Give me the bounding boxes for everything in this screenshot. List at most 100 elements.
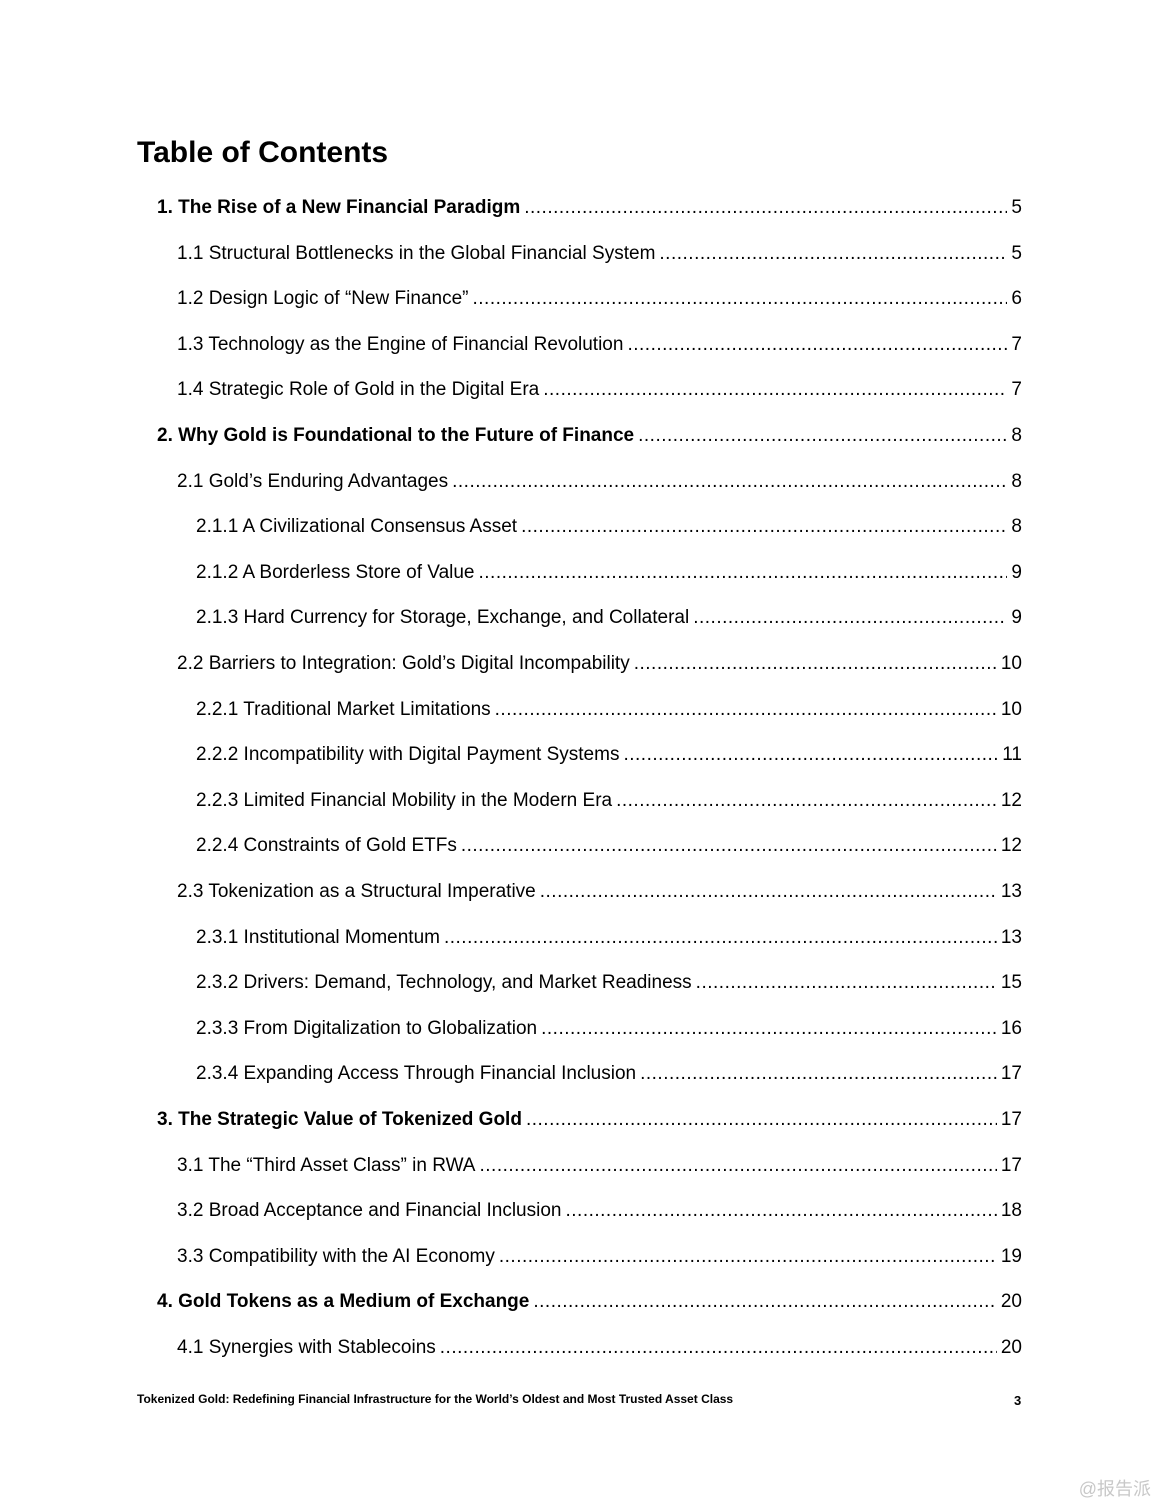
dot-leader — [640, 1063, 997, 1085]
toc-entry-title: 2.2.4 Constraints of Gold ETFs — [196, 835, 457, 857]
toc-entry-page: 18 — [1000, 1200, 1022, 1222]
toc-entry-title: 2.1.1 A Civilizational Consensus Asset — [196, 516, 518, 538]
dot-leader — [638, 425, 1007, 447]
toc-entry[interactable]: 2.2.3 Limited Financial Mobility in the … — [196, 790, 1022, 816]
toc-entry-page: 7 — [1011, 379, 1022, 401]
dot-leader — [461, 835, 997, 857]
toc-entry[interactable]: 2.1.1 A Civilizational Consensus Asset 8 — [196, 516, 1022, 542]
toc-entry-title: 2.2 Barriers to Integration: Gold’s Digi… — [177, 653, 630, 674]
toc-entry-title: 2.1.3 Hard Currency for Storage, Exchang… — [196, 607, 690, 629]
toc-entry-title: 3. The Strategic Value of Tokenized Gold — [157, 1109, 522, 1130]
toc-entry-title: 2.3.1 Institutional Momentum — [196, 926, 440, 948]
toc-entry[interactable]: 2.3 Tokenization as a Structural Imperat… — [177, 881, 1022, 907]
toc-entry[interactable]: 4.1 Synergies with Stablecoins 20 — [177, 1337, 1022, 1363]
toc-entry[interactable]: 2.1.3 Hard Currency for Storage, Exchang… — [196, 607, 1022, 633]
dot-leader — [693, 607, 1007, 629]
toc-entry[interactable]: 3. The Strategic Value of Tokenized Gold… — [157, 1109, 1022, 1135]
toc-entry[interactable]: 2.3.1 Institutional Momentum 13 — [196, 927, 1022, 953]
toc-entry[interactable]: 2.1 Gold’s Enduring Advantages 8 — [177, 471, 1022, 497]
toc-entry[interactable]: 4. Gold Tokens as a Medium of Exchange 20 — [157, 1291, 1022, 1317]
toc-entry-title: 1.1 Structural Bottlenecks in the Global… — [177, 242, 656, 264]
dot-leader — [540, 881, 997, 903]
page-number: 3 — [1014, 1393, 1022, 1408]
toc-entry[interactable]: 1.4 Strategic Role of Gold in the Digita… — [177, 379, 1022, 405]
toc-entry[interactable]: 1.2 Design Logic of “New Finance” 6 — [177, 288, 1022, 314]
toc-entry[interactable]: 3.1 The “Third Asset Class” in RWA 17 — [177, 1155, 1022, 1181]
toc-entry[interactable]: 2.2.2 Incompatibility with Digital Payme… — [196, 744, 1022, 770]
toc-entry-title: 2. Why Gold is Foundational to the Futur… — [157, 425, 635, 446]
dot-leader — [499, 1246, 997, 1268]
dot-leader — [472, 288, 1007, 310]
toc-entry-page: 17 — [1000, 1063, 1022, 1085]
dot-leader — [479, 562, 1008, 584]
toc-entry-page: 7 — [1011, 333, 1022, 355]
toc-entry[interactable]: 2.3.2 Drivers: Demand, Technology, and M… — [196, 972, 1022, 998]
toc-entry-title: 2.3.2 Drivers: Demand, Technology, and M… — [196, 972, 692, 994]
toc-entry-page: 11 — [1002, 744, 1022, 766]
toc-entry-title: 2.1.2 A Borderless Store of Value — [196, 561, 475, 583]
dot-leader — [521, 516, 1007, 538]
toc-entry[interactable]: 1.1 Structural Bottlenecks in the Global… — [177, 243, 1022, 269]
toc-entry-title: 4.1 Synergies with Stablecoins — [177, 1337, 436, 1358]
toc-entry-page: 20 — [1000, 1291, 1022, 1313]
dot-leader — [526, 1109, 997, 1131]
toc-entry-title: 3.3 Compatibility with the AI Economy — [177, 1245, 495, 1267]
toc-entry[interactable]: 3.3 Compatibility with the AI Economy 19 — [177, 1246, 1022, 1272]
toc-entry[interactable]: 2.2 Barriers to Integration: Gold’s Digi… — [177, 653, 1022, 679]
toc-entry-title: 2.3 Tokenization as a Structural Imperat… — [177, 881, 536, 902]
dot-leader — [533, 1291, 997, 1313]
toc-entry[interactable]: 2.2.1 Traditional Market Limitations 10 — [196, 699, 1022, 725]
toc-entry-page: 10 — [1000, 698, 1022, 720]
toc-entry-title: 1.4 Strategic Role of Gold in the Digita… — [177, 379, 540, 401]
toc-entry-title: 1.2 Design Logic of “New Finance” — [177, 288, 469, 310]
dot-leader — [696, 972, 997, 994]
toc-entry-page: 12 — [1000, 835, 1022, 857]
toc-entry-page: 5 — [1011, 197, 1022, 218]
dot-leader — [541, 1018, 997, 1040]
dot-leader — [616, 790, 997, 812]
toc-entry[interactable]: 3.2 Broad Acceptance and Financial Inclu… — [177, 1200, 1022, 1226]
toc-entry-page: 8 — [1011, 470, 1022, 492]
toc-entry-title: 2.1 Gold’s Enduring Advantages — [177, 470, 449, 492]
toc-entry-page: 8 — [1011, 516, 1022, 538]
dot-leader — [495, 699, 997, 721]
dot-leader — [440, 1337, 997, 1359]
toc-entry[interactable]: 2.3.4 Expanding Access Through Financial… — [196, 1063, 1022, 1089]
dot-leader — [659, 243, 1007, 265]
toc-entry[interactable]: 2. Why Gold is Foundational to the Futur… — [157, 425, 1022, 451]
page-title: Table of Contents — [137, 136, 389, 169]
toc-entry-title: 1.3 Technology as the Engine of Financia… — [177, 333, 624, 355]
watermark: @报告派 — [1078, 1479, 1151, 1499]
toc-entry-page: 20 — [1000, 1337, 1022, 1358]
toc-entry-title: 3.1 The “Third Asset Class” in RWA — [177, 1154, 476, 1176]
toc-entry-title: 1. The Rise of a New Financial Paradigm — [157, 197, 521, 218]
toc-entry-page: 15 — [1000, 972, 1022, 994]
toc-entry[interactable]: 1. The Rise of a New Financial Paradigm 5 — [157, 197, 1022, 223]
toc-entry-page: 16 — [1000, 1017, 1022, 1039]
toc-entry[interactable]: 2.3.3 From Digitalization to Globalizati… — [196, 1018, 1022, 1044]
toc-entry-page: 6 — [1011, 288, 1022, 310]
dot-leader — [565, 1200, 996, 1222]
toc-entry-page: 19 — [1000, 1245, 1022, 1267]
dot-leader — [444, 927, 997, 949]
toc-entry-title: 2.3.3 From Digitalization to Globalizati… — [196, 1017, 538, 1039]
toc-entry[interactable]: 2.1.2 A Borderless Store of Value 9 — [196, 562, 1022, 588]
toc-entry-title: 2.2.2 Incompatibility with Digital Payme… — [196, 744, 620, 766]
toc-entry-title: 2.2.1 Traditional Market Limitations — [196, 698, 491, 720]
dot-leader — [524, 197, 1007, 219]
toc-entry-title: 3.2 Broad Acceptance and Financial Inclu… — [177, 1200, 562, 1222]
toc-entry-page: 13 — [1000, 926, 1022, 948]
toc-entry-page: 8 — [1011, 425, 1022, 446]
dot-leader — [479, 1155, 996, 1177]
toc-entry-page: 17 — [1000, 1154, 1022, 1176]
toc-entry-page: 17 — [1000, 1109, 1022, 1130]
toc-entry-page: 9 — [1011, 561, 1022, 583]
toc-entry[interactable]: 2.2.4 Constraints of Gold ETFs 12 — [196, 835, 1022, 861]
dot-leader — [634, 653, 997, 675]
toc-entry-page: 12 — [1000, 789, 1022, 811]
footer-title: Tokenized Gold: Redefining Financial Inf… — [137, 1392, 734, 1406]
toc-entry-title: 2.3.4 Expanding Access Through Financial… — [196, 1063, 637, 1085]
dot-leader — [452, 471, 1007, 493]
toc-entry[interactable]: 1.3 Technology as the Engine of Financia… — [177, 334, 1022, 360]
dot-leader — [543, 379, 1007, 401]
